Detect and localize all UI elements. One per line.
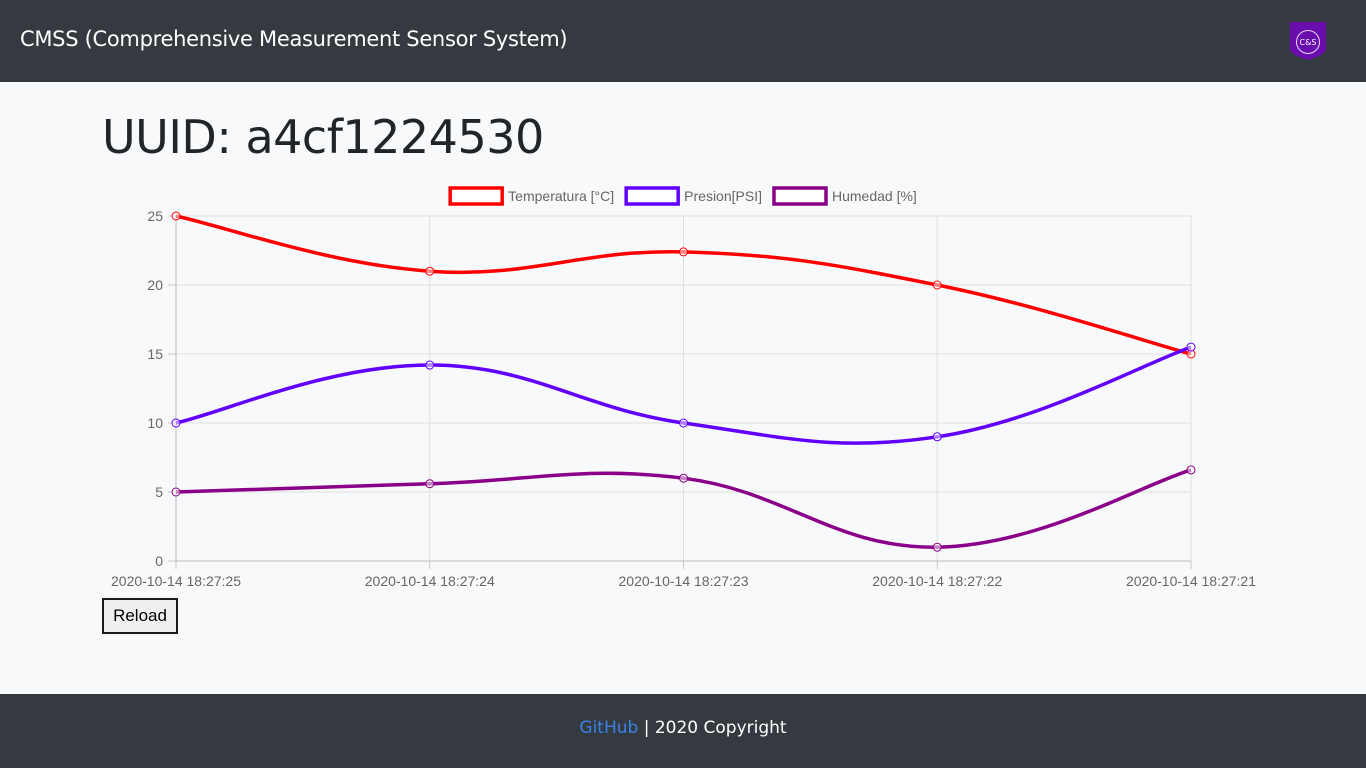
- data-point: [1186, 342, 1196, 352]
- github-link[interactable]: GitHub: [579, 718, 639, 738]
- sensor-line-chart: 0 5 10 15 20 25 2020-10-14 18:27:25 2020-10-14 …: [111, 186, 1256, 589]
- legend-label: Temperatura [°C]: [508, 188, 614, 204]
- page-title: UUID: a4cf1224530: [102, 110, 544, 164]
- legend-label: Humedad [%]: [832, 188, 917, 204]
- x-tick-label: 2020-10-14 18:27:24: [365, 573, 495, 589]
- data-point: [1186, 465, 1196, 475]
- legend-swatch: [624, 186, 680, 206]
- legend-label: Presion[PSI]: [684, 188, 762, 204]
- chart-legend: Temperatura [°C] Presion[PSI] Humedad [%]: [448, 186, 917, 206]
- data-point: [171, 418, 181, 428]
- data-point: [679, 418, 688, 428]
- data-point: [425, 360, 435, 370]
- footer-copyright: 2020 Copyright: [654, 718, 787, 738]
- footer-text: GitHub | 2020 Copyright: [0, 718, 1366, 738]
- data-point: [171, 487, 181, 497]
- reload-button[interactable]: Reload: [102, 598, 178, 634]
- y-tick-label: 10: [147, 415, 163, 431]
- y-tick-label: 0: [155, 553, 163, 569]
- data-point: [171, 211, 181, 221]
- logo-icon[interactable]: C&S: [1289, 21, 1327, 61]
- logo-ring: [1296, 30, 1320, 54]
- chart-axes: 0 5 10 15 20 25 2020-10-14 18:27:25 2020-10-14 …: [111, 208, 1256, 589]
- x-tick-label: 2020-10-14 18:27:22: [872, 573, 1002, 589]
- data-point: [679, 473, 688, 483]
- y-tick-label: 15: [147, 346, 163, 362]
- data-point: [932, 280, 942, 290]
- navbar: CMSS (Comprehensive Measurement Sensor S…: [0, 0, 1366, 82]
- data-point: [932, 542, 942, 552]
- data-point: [679, 247, 688, 257]
- x-tick-label: 2020-10-14 18:27:25: [111, 573, 241, 589]
- data-point: [425, 479, 435, 489]
- y-tick-label: 20: [147, 277, 163, 293]
- chart-container: 0 5 10 15 20 25 2020-10-14 18:27:25 2020-10-14 …: [111, 186, 1256, 589]
- data-point: [425, 266, 435, 276]
- logo-shield: [1290, 22, 1326, 60]
- legend-swatch: [448, 186, 504, 206]
- x-tick-label: 2020-10-14 18:27:23: [619, 573, 749, 589]
- footer-separator: |: [638, 718, 655, 738]
- x-tick-label: 2020-10-14 18:27:21: [1126, 573, 1256, 589]
- legend-swatch: [772, 186, 828, 206]
- logo-text: C&S: [1300, 38, 1317, 47]
- brand-title[interactable]: CMSS (Comprehensive Measurement Sensor S…: [20, 27, 568, 51]
- chart-grid: [175, 215, 1192, 562]
- y-tick-label: 5: [155, 484, 163, 500]
- y-tick-label: 25: [147, 208, 163, 224]
- chart-series: [171, 211, 1196, 552]
- footer: GitHub | 2020 Copyright: [0, 694, 1366, 768]
- data-point: [932, 432, 942, 442]
